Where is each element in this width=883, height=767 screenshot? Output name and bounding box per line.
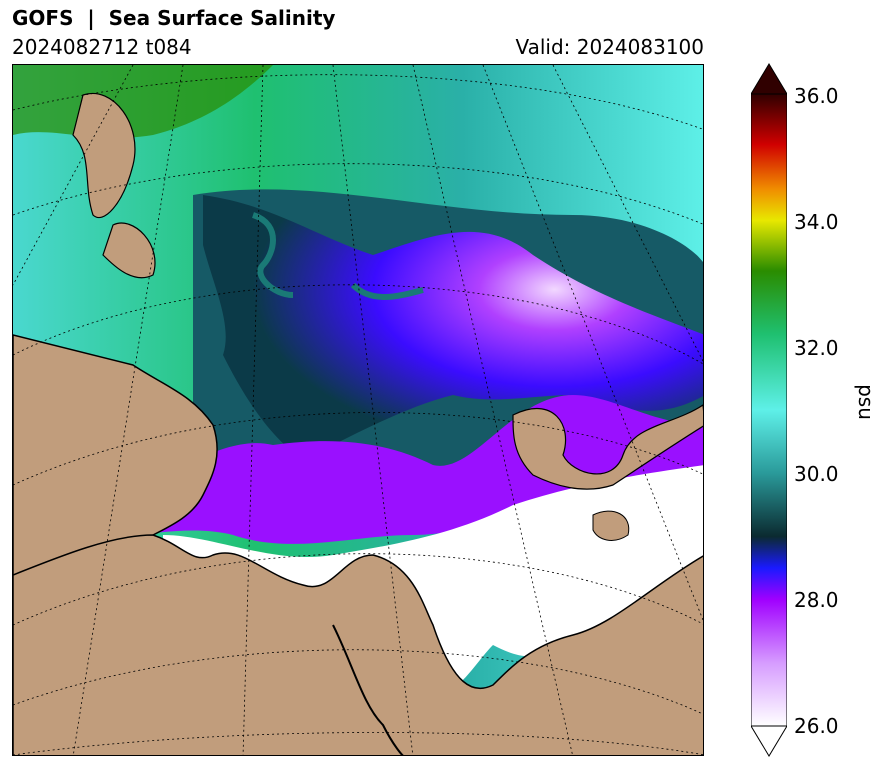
land-island-west: [102, 222, 156, 279]
forecast-run-label: 2024082712 t084: [12, 35, 192, 59]
colorbar-extend-min: [751, 725, 787, 757]
colorbar-tick-34: 34.0: [794, 210, 839, 234]
colorbar-gradient: [751, 93, 787, 727]
land-mainland-bottom: [13, 534, 703, 755]
salinity-map: [12, 64, 704, 756]
plot-title: GOFS | Sea Surface Salinity: [12, 6, 336, 30]
ice-fresh-region: [163, 465, 703, 691]
colorbar-tick-32: 32.0: [794, 336, 839, 360]
salinity-colorbar: [751, 63, 787, 757]
map-canvas: [13, 65, 703, 755]
river: [332, 624, 404, 755]
colorbar-unit-label: psu: [854, 384, 878, 420]
land-island-southeast: [592, 510, 630, 541]
fresh-water-plume: [203, 195, 703, 465]
colorbar-tick-36: 36.0: [794, 84, 839, 108]
colorbar-tick-30: 30.0: [794, 462, 839, 486]
colorbar-tick-28: 28.0: [794, 588, 839, 612]
colorbar-extend-max: [751, 63, 787, 95]
colorbar-tick-26: 26.0: [794, 714, 839, 738]
graticule: [13, 65, 703, 755]
land-archipelago-east: [512, 404, 703, 490]
valid-time-label: Valid: 2024083100: [515, 35, 704, 59]
